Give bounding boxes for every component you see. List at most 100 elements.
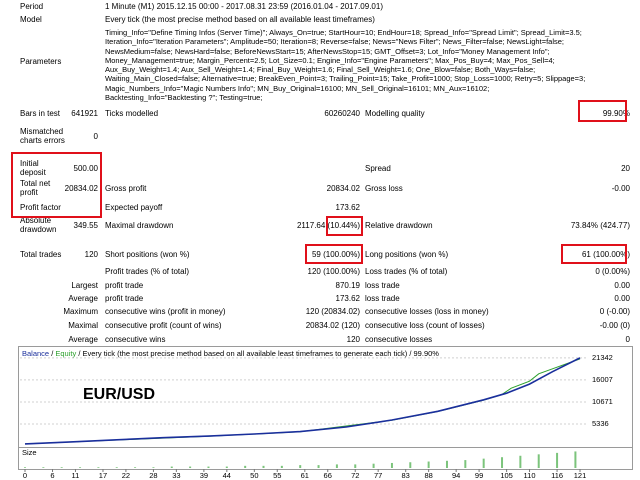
size-title: Size [22,448,37,457]
stat-label: profit trade [105,293,144,303]
field-value: 1 Minute (M1) 2015.12.15 00:00 - 2017.08… [105,2,383,11]
stat-label: Ticks modelled [105,108,159,118]
stat-label: Relative drawdown [365,220,433,230]
stat-label: Maximal [68,320,98,330]
field-label: Model [20,15,42,24]
stat-label: Maximal drawdown [105,220,174,230]
y-tick-label: 16007 [592,375,613,384]
x-tick-label: 0 [23,471,27,480]
size-bar [537,454,540,468]
x-tick-label: 61 [301,471,309,480]
size-bar [299,465,302,468]
stat-value: 641921 [71,108,98,118]
parameter-line: NewsMedium=false; NewsHard=false; Before… [105,46,550,56]
annotation: EUR/USD [83,386,155,403]
stat-value: 0.00 [614,280,630,290]
chart-frame [18,346,633,448]
highlight [326,216,363,236]
stat-label: profit trade [105,280,144,290]
x-tick-label: 22 [122,471,130,480]
stat-label: Mismatched charts errors [20,127,65,145]
stat-label: loss trade [365,293,400,303]
x-tick-label: 39 [200,471,208,480]
stat-label: consecutive losses (loss in money) [365,306,489,316]
stat-label: Profit trades (% of total) [105,266,190,276]
parameter-line: Aux_Buy_Weight=1.4; Aux_Sell_Weight=1.4;… [105,65,536,75]
stat-label: Bars in test [20,108,61,118]
size-bar [409,462,412,468]
size-bar [79,467,82,468]
size-bar [262,465,265,468]
x-tick-label: 99 [475,471,483,480]
stat-label: Maximum [63,306,98,316]
stat-value: 120 (100.00%) [307,266,360,276]
field-label: Parameters [20,57,62,66]
size-bar [225,466,228,468]
stat-label: consecutive losses [365,334,433,344]
size-bar [42,467,45,468]
highlight [11,152,102,218]
highlight [305,244,363,264]
y-tick-label: 10671 [592,397,613,406]
size-bar [189,466,192,468]
stat-label: Total net profit [20,179,51,197]
stat-label: Loss trades (% of total) [365,266,448,276]
x-tick-label: 83 [402,471,410,480]
stat-label: Spread [365,163,391,173]
size-bar [60,467,63,468]
stat-label: Gross profit [105,183,147,193]
stat-value: 20834.02 (120) [305,320,360,330]
size-bar [390,462,393,468]
size-bar [280,465,283,468]
stat-label: Average [68,293,98,303]
size-bar [445,460,448,468]
x-tick-label: 11 [72,471,80,480]
subtitle: Every tick (the most precise method base… [83,349,408,358]
x-tick-label: 28 [149,471,157,480]
parameter-line: Timing_Info="Define Timing Infos (Server… [105,28,582,37]
x-tick-label: 50 [250,471,258,480]
stat-value: 73.84% (424.77) [570,220,630,230]
stat-value: 60260240 [324,108,360,118]
stat-value: 0 (-0.00) [599,306,630,316]
stat-value: 500.00 [73,163,98,173]
highlight [578,100,627,122]
parameter-line: Waiting_Main_Closed=false; Alternative=t… [105,74,586,84]
stat-label: loss trade [365,280,400,290]
size-frame [18,447,633,470]
stat-value: 61 (100.00%) [581,249,630,259]
stat-label: Profit factor [20,202,61,212]
stat-label: consecutive wins (profit in money) [105,306,226,316]
x-tick-label: 105 [500,471,513,480]
x-tick-label: 77 [374,471,382,480]
stat-label: Short positions (won %) [105,249,190,259]
size-bar [115,467,118,468]
x-tick-label: 72 [351,471,359,480]
parameter-line: Iteration_Info="Iteration Parameters"; A… [105,37,564,47]
stat-label: Absolute drawdown [20,216,57,234]
parameters: Timing_Info="Define Timing Infos (Server… [105,28,635,102]
legend-entry: Balance [22,349,49,358]
size-bar [574,451,577,468]
stat-value: 99.90% [602,108,630,118]
stat-value: 173.62 [335,293,360,303]
stat-value: 2117.64 (10.44%) [296,220,360,230]
stat-value: 20 [621,163,630,173]
x-tick-label: 33 [172,471,180,480]
stat-label: Long positions (won %) [365,249,449,259]
stat-label: consecutive profit (count of wins) [105,320,222,330]
stat-value: 0 (0.00%) [595,266,630,276]
size-bar [354,464,357,468]
x-tick-label: 44 [223,471,231,480]
field-value: Every tick (the most precise method base… [105,15,375,24]
stat-label: Total trades [20,249,62,259]
stat-label: Gross loss [365,183,403,193]
stat-label: consecutive wins [105,334,166,344]
quality: 99.90% [414,349,440,358]
size-bar [556,452,559,468]
highlight [561,244,627,264]
parameter-line: Money_Management=true; Margin_Percent=2.… [105,55,555,65]
size-bar [170,466,173,468]
